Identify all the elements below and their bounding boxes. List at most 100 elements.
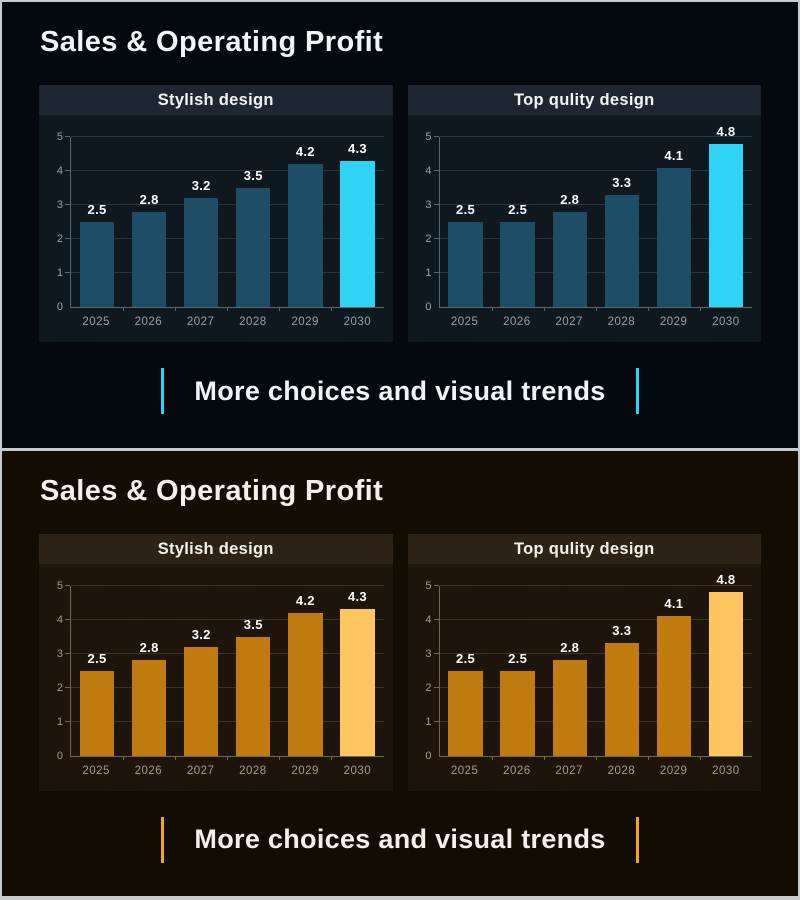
x-axis-label: 2026 xyxy=(503,764,531,777)
bar-highlighted xyxy=(340,160,375,307)
bar xyxy=(288,612,323,756)
chart-plot-area: 0 1 2 3 4 5 2.5 2.5 2.8 3.3 4.1 4.8 2025 2026 2027 2028… xyxy=(407,115,761,342)
bar-value-label: 4.2 xyxy=(295,592,315,608)
y-tick xyxy=(433,272,439,273)
y-axis-label: 1 xyxy=(56,267,63,279)
gridline xyxy=(439,720,752,722)
x-tick xyxy=(543,755,545,760)
y-axis-label: 3 xyxy=(425,199,432,211)
gridline xyxy=(71,170,384,171)
plot: 2.5 2.8 3.2 3.5 4.2 4.3 xyxy=(65,584,384,760)
y-tick xyxy=(433,584,439,586)
caption-banner: More choices and visual trends xyxy=(2,368,798,414)
x-axis-label: 2025 xyxy=(450,316,479,328)
bar-value-label: 2.8 xyxy=(139,191,159,207)
y-tick xyxy=(65,720,70,722)
bar-slot: 3.5 xyxy=(227,586,279,760)
y-tick xyxy=(433,136,439,137)
x-tick xyxy=(595,307,597,311)
x-tick xyxy=(647,755,649,760)
x-tick xyxy=(123,307,125,311)
y-tick xyxy=(65,204,70,205)
y-tick xyxy=(65,272,70,273)
bar-slot: 3.2 xyxy=(175,586,227,760)
y-axis-label: 2 xyxy=(425,233,432,245)
bar-slot: 4.1 xyxy=(647,137,700,311)
gridline xyxy=(71,686,384,688)
bar-slot: 4.8 xyxy=(699,124,752,311)
bar xyxy=(236,188,271,307)
y-tick xyxy=(433,238,439,239)
gridline xyxy=(71,618,384,620)
x-axis: 2025 2026 2027 2028 2029 2030 xyxy=(70,760,384,782)
y-axis-label: 5 xyxy=(425,579,432,592)
x-axis-label: 2025 xyxy=(82,764,110,777)
plot: 2.5 2.8 3.2 3.5 4.2 4.3 xyxy=(65,136,384,311)
bar-slot: 4.2 xyxy=(279,137,331,311)
x-tick xyxy=(699,755,701,760)
bar-slot: 4.3 xyxy=(331,586,383,760)
gridline xyxy=(71,238,384,239)
plot-row: 0 1 2 3 4 5 2.5 2.5 2.8 3.3 4.1 4.8 xyxy=(413,124,752,313)
chart-card: Top qulity design 0 1 2 3 4 5 2.5 2.5 2.8 3.3 4.1 4.… xyxy=(407,533,761,791)
caption-text: More choices and visual trends xyxy=(194,824,606,854)
gridline xyxy=(71,652,384,654)
caption-text: More choices and visual trends xyxy=(194,375,606,406)
bar xyxy=(79,222,115,307)
bar-slot: 4.2 xyxy=(279,586,331,760)
y-tick xyxy=(65,170,70,171)
bar-value-label: 2.5 xyxy=(508,650,528,666)
x-axis-label: 2026 xyxy=(503,316,531,328)
gridline xyxy=(71,584,384,586)
bar-value-label: 2.5 xyxy=(456,202,476,217)
bar-value-label: 2.8 xyxy=(560,640,580,656)
caption-banner: More choices and visual trends xyxy=(2,816,798,863)
x-axis-label: 2030 xyxy=(712,316,740,328)
bar-slot: 3.3 xyxy=(595,137,648,311)
x-tick xyxy=(647,307,649,311)
chart-title: Top qulity design xyxy=(407,533,761,564)
bar xyxy=(448,222,483,307)
x-axis-label: 2027 xyxy=(186,316,215,328)
y-tick xyxy=(65,652,70,654)
x-axis-label: 2028 xyxy=(607,316,636,328)
chart-title: Stylish design xyxy=(39,85,393,115)
y-axis-label: 2 xyxy=(56,681,63,694)
bar-slot: 2.5 xyxy=(491,586,544,760)
x-tick xyxy=(595,755,597,760)
gridline xyxy=(439,204,752,205)
x-axis-label: 2029 xyxy=(659,764,688,777)
chart-plot-area: 0 1 2 3 4 5 2.5 2.8 3.2 3.5 4.2 4.3 2025 2026 2027 2028… xyxy=(39,563,393,791)
bar xyxy=(656,616,692,756)
x-axis-label: 2025 xyxy=(82,316,110,328)
gridline xyxy=(71,136,384,137)
x-axis-label: 2026 xyxy=(134,316,163,328)
gridline xyxy=(71,272,384,273)
x-axis: 2025 2026 2027 2028 2029 2030 xyxy=(439,311,753,333)
x-axis-label: 2026 xyxy=(134,764,163,777)
y-axis-label: 4 xyxy=(425,165,432,177)
y-axis: 0 1 2 3 4 5 xyxy=(413,580,439,762)
x-tick xyxy=(331,755,333,760)
x-tick xyxy=(491,307,493,311)
x-tick xyxy=(279,755,281,760)
x-tick xyxy=(227,307,229,311)
x-axis-label: 2027 xyxy=(186,764,215,777)
chart-plot-area: 0 1 2 3 4 5 2.5 2.5 2.8 3.3 4.1 4.8 2025 2026 2027 2028… xyxy=(407,563,761,791)
bar-slot: 2.5 xyxy=(491,137,544,311)
bar-slot: 2.8 xyxy=(543,137,596,311)
bar-value-label: 3.5 xyxy=(243,168,263,183)
bar xyxy=(604,643,639,756)
x-tick xyxy=(227,755,229,760)
bar-slot: 4.1 xyxy=(647,586,700,760)
x-tick xyxy=(543,307,545,311)
x-axis: 2025 2026 2027 2028 2029 2030 xyxy=(439,760,753,782)
chart-plot-area: 0 1 2 3 4 5 2.5 2.8 3.2 3.5 4.2 4.3 2025 2026 2027 2028… xyxy=(39,115,393,342)
bar-value-label: 4.8 xyxy=(716,123,736,139)
plot-row: 0 1 2 3 4 5 2.5 2.5 2.8 3.3 4.1 4.8 xyxy=(413,572,752,762)
y-tick xyxy=(433,170,439,171)
x-axis-label: 2028 xyxy=(239,764,267,777)
chart-card: Stylish design 0 1 2 3 4 5 2.5 2.8 3.2 3.5 4.2 4.3 20… xyxy=(39,85,393,342)
y-axis-label: 0 xyxy=(425,749,432,762)
bar-slot: 2.5 xyxy=(71,586,123,756)
